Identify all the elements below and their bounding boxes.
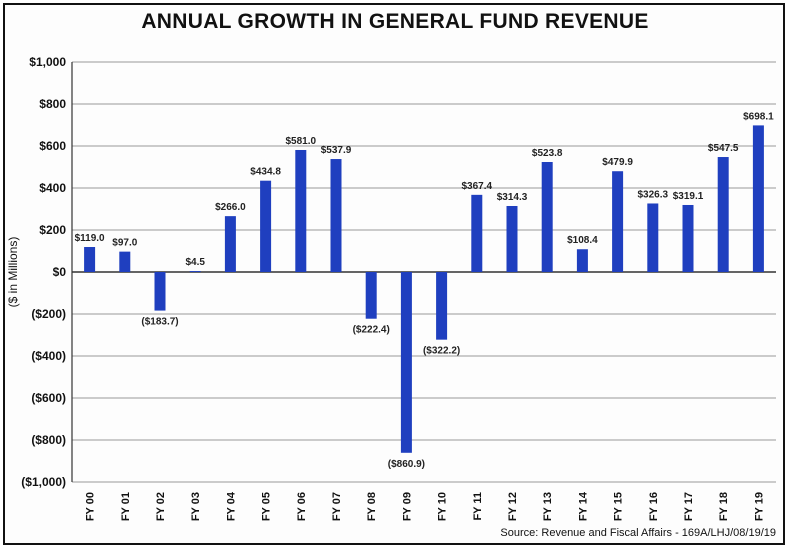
gridlines — [71, 61, 776, 483]
bar — [154, 272, 166, 311]
bar — [84, 247, 96, 272]
x-tick-label: FY 06 — [296, 492, 308, 521]
data-label: $698.1 — [743, 111, 774, 122]
y-tick-label: $200 — [39, 223, 66, 237]
bar — [752, 125, 764, 272]
x-tick-label: FY 19 — [753, 492, 765, 521]
source-note: Source: Revenue and Fiscal Affairs - 169… — [500, 527, 776, 539]
bar — [260, 180, 272, 272]
data-label: $581.0 — [286, 136, 317, 147]
y-tick-label: $600 — [39, 139, 66, 153]
bar — [717, 157, 729, 272]
bar — [330, 159, 342, 272]
bar — [612, 171, 624, 272]
y-axis-ticks: $1,000 $800 $600 $400 $200 $0 ($200) ($400) ($60… — [21, 55, 66, 489]
y-tick-label: $0 — [53, 265, 67, 279]
y-tick-label: ($800) — [31, 433, 66, 447]
bar — [541, 162, 553, 272]
bar — [400, 272, 412, 453]
x-tick-label: FY 16 — [648, 492, 660, 521]
data-label: ($222.4) — [353, 325, 390, 336]
bar — [576, 249, 588, 272]
x-tick-label: FY 08 — [366, 492, 378, 521]
x-tick-label: FY 14 — [577, 491, 589, 521]
x-tick-label: FY 15 — [613, 492, 625, 521]
x-tick-label: FY 13 — [542, 492, 554, 521]
data-label: $326.3 — [638, 189, 669, 200]
x-tick-label: FY 18 — [718, 492, 730, 521]
data-label: $314.3 — [497, 192, 528, 203]
x-tick-label: FY 12 — [507, 492, 519, 521]
x-tick-label: FY 09 — [401, 492, 413, 521]
bar — [647, 203, 659, 272]
x-tick-label: FY 05 — [261, 492, 273, 521]
bar — [682, 204, 694, 272]
y-tick-label: ($400) — [31, 349, 66, 363]
y-tick-label: ($600) — [31, 391, 66, 405]
y-tick-label: ($1,000) — [21, 475, 66, 489]
data-label: ($183.7) — [141, 317, 178, 328]
data-label: $479.9 — [602, 157, 633, 168]
data-label: $537.9 — [321, 145, 352, 156]
x-axis-categories: FY 00 FY 01 FY 02 FY 03 FY 04 FY 05 FY 06 FY 07… — [85, 491, 766, 521]
data-label: $434.8 — [250, 167, 281, 178]
y-axis-label: ($ in Millions) — [6, 237, 20, 308]
y-tick-label: $400 — [39, 181, 66, 195]
data-label: $266.0 — [215, 202, 246, 213]
data-label: $97.0 — [112, 238, 137, 249]
x-tick-label: FY 04 — [225, 491, 237, 521]
data-label: $367.4 — [462, 181, 493, 192]
data-labels: $119.0 $97.0 ($183.7) $4.5 $266.0 $434.8 $581.… — [75, 111, 775, 469]
bar — [189, 271, 201, 272]
x-tick-label: FY 02 — [155, 492, 167, 521]
x-tick-label: FY 17 — [683, 492, 695, 521]
x-tick-label: FY 00 — [85, 492, 97, 521]
data-label: $547.5 — [708, 143, 739, 154]
data-label: $119.0 — [75, 233, 105, 244]
chart-frame — [3, 3, 785, 545]
data-label: $319.1 — [673, 191, 704, 202]
data-label: ($860.9) — [388, 459, 425, 470]
x-tick-label: FY 11 — [472, 492, 484, 521]
bar — [365, 272, 377, 319]
x-tick-label: FY 10 — [437, 492, 449, 521]
x-tick-label: FY 07 — [331, 492, 343, 521]
data-label: $523.8 — [532, 148, 563, 159]
y-tick-label: $1,000 — [29, 55, 66, 69]
bar — [295, 149, 307, 272]
bar — [224, 216, 236, 272]
chart-title: ANNUAL GROWTH IN GENERAL FUND REVENUE — [141, 10, 649, 33]
x-tick-label: FY 01 — [120, 492, 132, 521]
data-label: $108.4 — [567, 235, 598, 246]
data-label: ($322.2) — [423, 346, 460, 357]
bar — [506, 205, 518, 272]
x-tick-label: FY 03 — [190, 492, 202, 521]
bars — [84, 125, 764, 453]
bar — [436, 272, 448, 340]
bar — [471, 194, 483, 272]
y-tick-label: ($200) — [31, 307, 66, 321]
y-tick-label: $800 — [39, 97, 66, 111]
bar — [119, 251, 131, 272]
data-label: $4.5 — [185, 257, 205, 268]
